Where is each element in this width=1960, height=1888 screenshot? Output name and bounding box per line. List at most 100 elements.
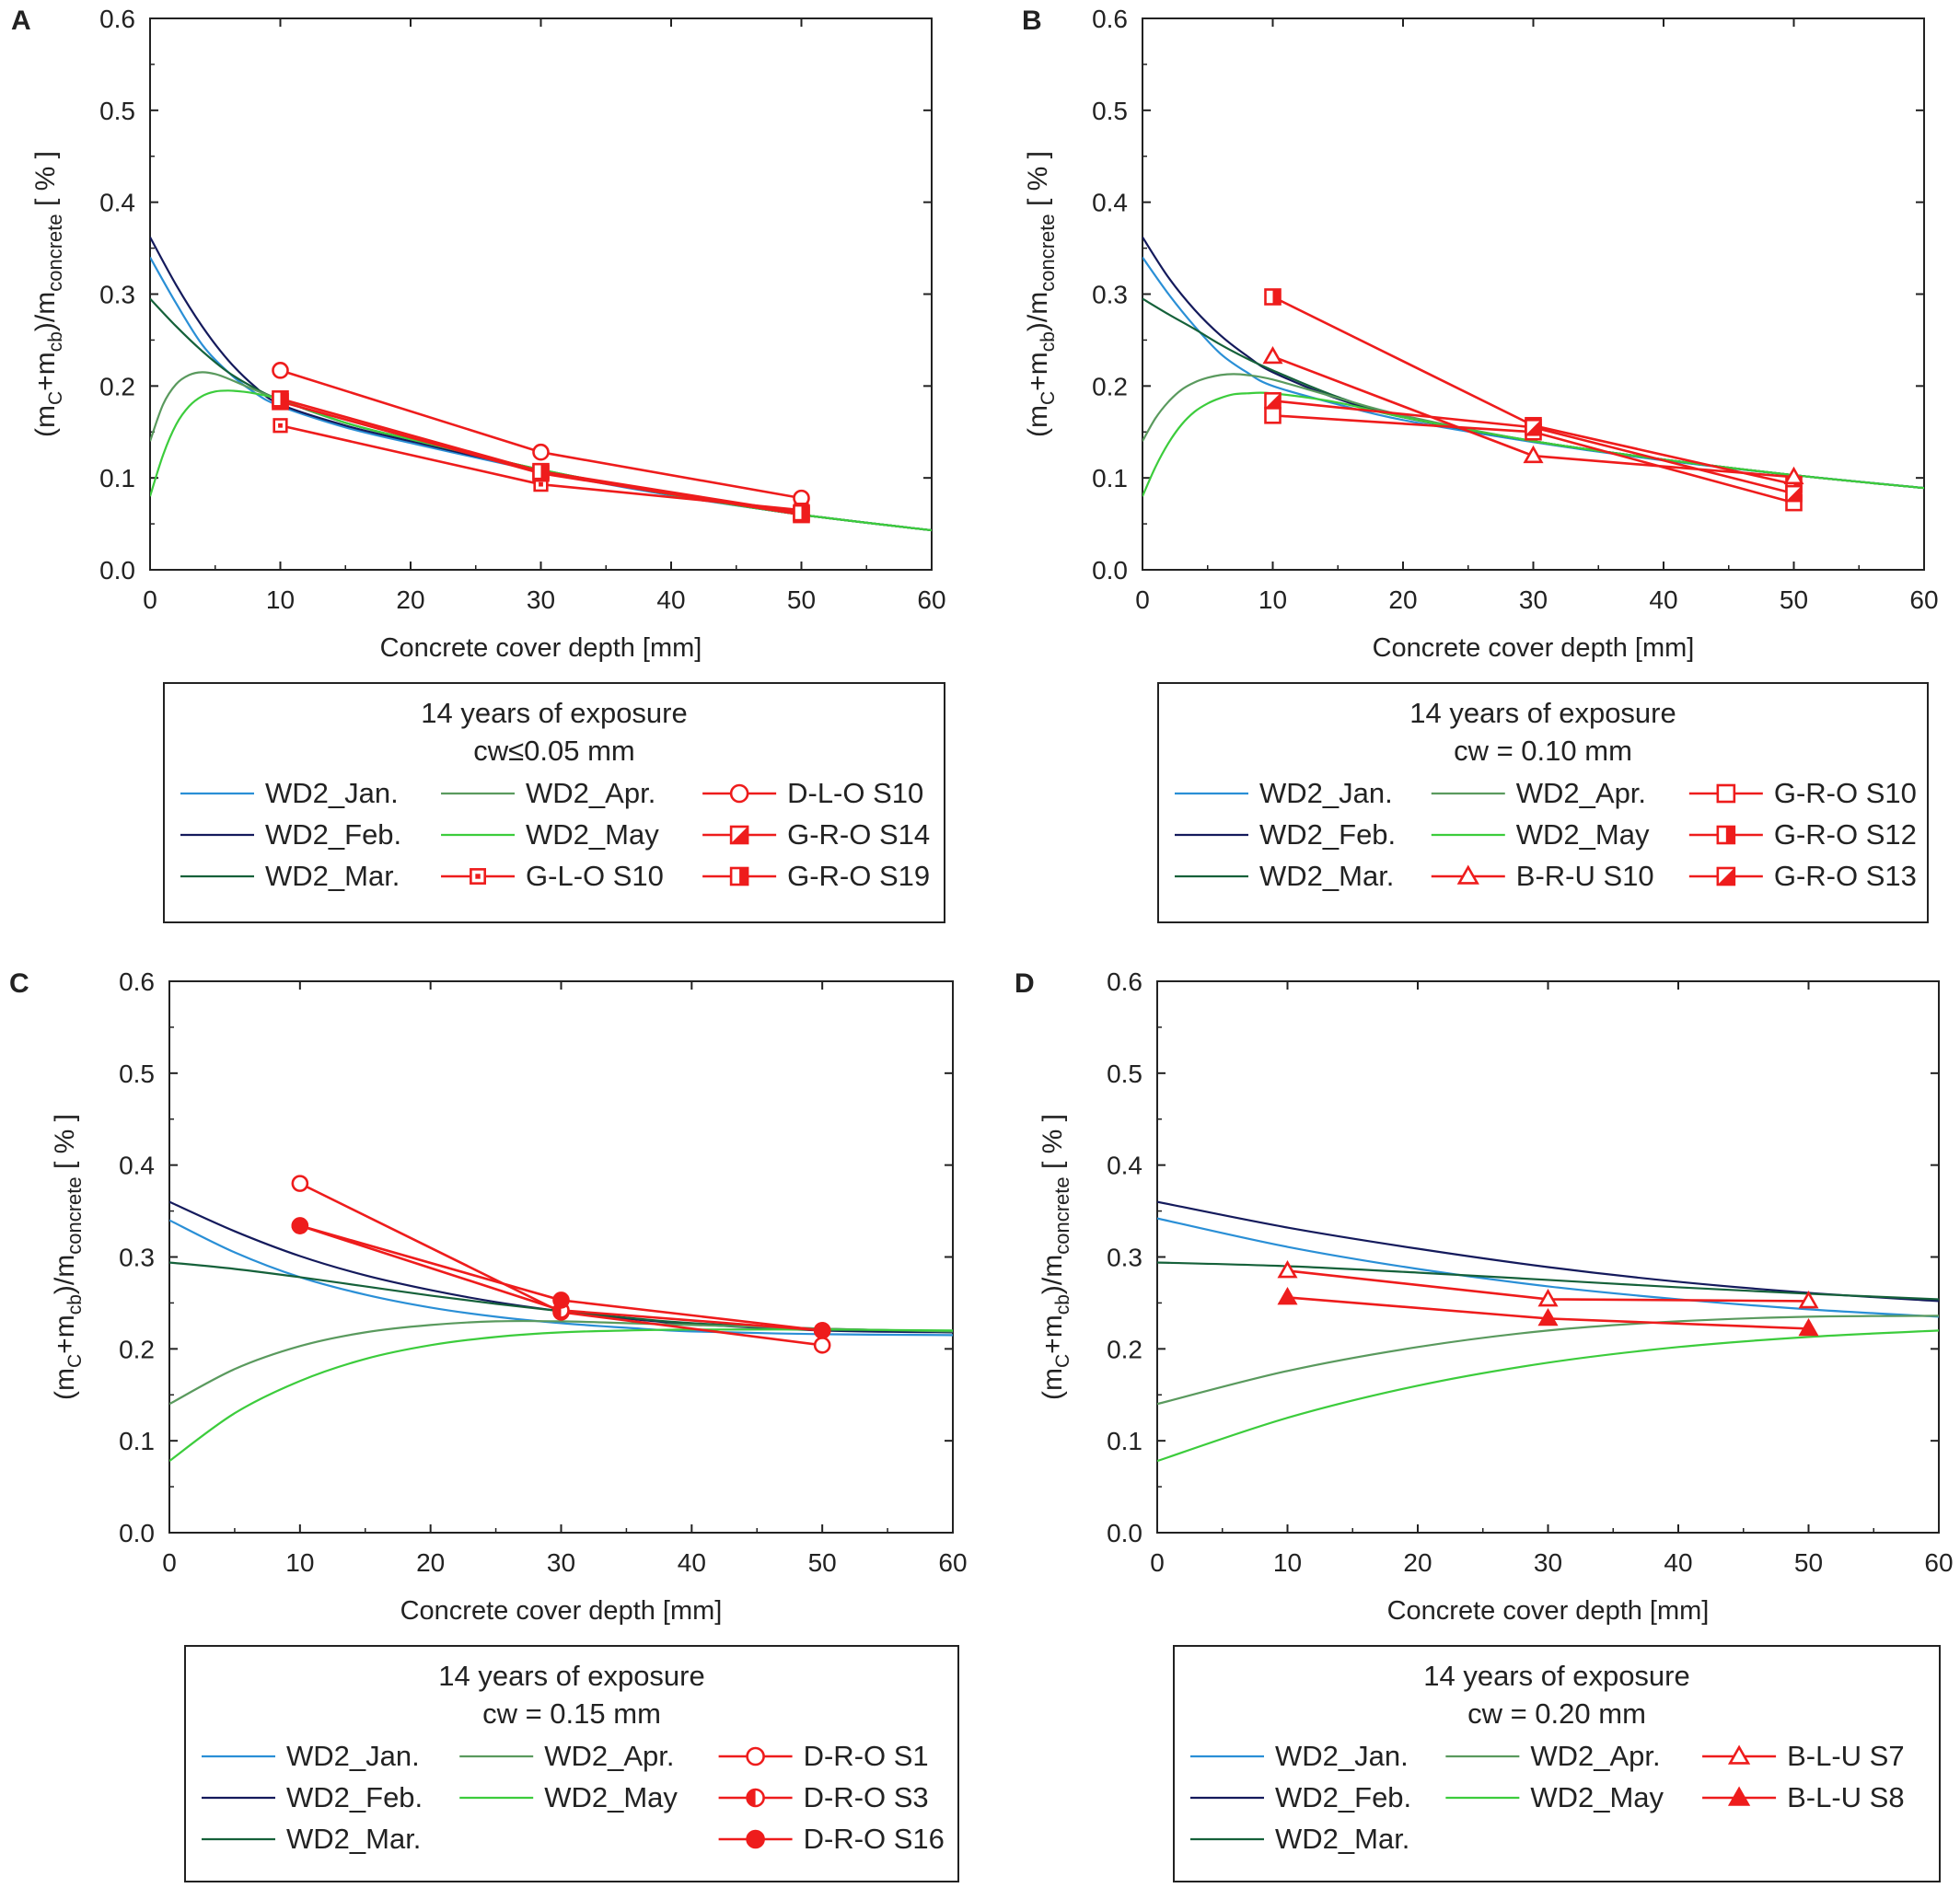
y-tick-label: 0.1: [119, 1427, 155, 1455]
curve-wd2-may: [169, 1328, 953, 1463]
data-point: [1785, 484, 1803, 503]
legend-label: WD2_Apr.: [526, 777, 655, 809]
marker-triangle-filled: [1727, 1786, 1751, 1806]
legend-label: B-L-U S7: [1787, 1740, 1904, 1772]
y-tick-label: 0.2: [119, 1335, 155, 1363]
legend-label: WD2_Mar.: [1259, 860, 1394, 892]
legend-label: WD2_Jan.: [286, 1740, 420, 1772]
y-tick-label: 0.6: [119, 967, 155, 996]
marker-circle-filled: [746, 1829, 765, 1849]
curve-wd2-mar-: [150, 297, 932, 532]
legend: 14 years of exposure cw = 0.10 mm WD2_Jan.…: [1157, 682, 1929, 923]
x-tick-label: 20: [396, 585, 424, 614]
series-d-r-o-s16: [291, 1217, 831, 1339]
x-tick-label: 30: [547, 1548, 575, 1577]
x-axis-label: Concrete cover depth [mm]: [1387, 1596, 1710, 1626]
marker-triangle-open: [1456, 864, 1479, 885]
x-tick-label: 60: [938, 1548, 967, 1577]
marker-circle-open: [746, 1746, 765, 1766]
series-b-r-u-s10: [1262, 345, 1804, 485]
marker-square-dot-center: [539, 481, 543, 487]
marker-triangle-filled: [1277, 1287, 1298, 1305]
x-tick-label: 30: [1534, 1548, 1562, 1577]
legend-item: B-R-U S10: [1431, 860, 1654, 892]
y-axis-label: (mC+mcb)/mconcrete [ % ]: [1038, 1114, 1073, 1400]
marker-triangle-open: [1727, 1744, 1751, 1765]
legend-item: WD2_Mar.: [202, 1823, 421, 1855]
legend-subtitle: cw = 0.20 mm: [1467, 1697, 1646, 1730]
legend-item: B-L-U S8: [1702, 1781, 1905, 1813]
legend: 14 years of exposure cw = 0.15 mm WD2_Jan.…: [184, 1645, 959, 1882]
marker-square-open: [1264, 406, 1282, 424]
legend-label: WD2_Apr.: [1516, 777, 1646, 809]
marker-square-diag-fill: [1525, 420, 1541, 435]
legend-item: WD2_Jan.: [1190, 1740, 1409, 1772]
marker-triangle-open: [1277, 1260, 1298, 1279]
legend-label: B-R-U S10: [1516, 860, 1654, 892]
legend-item: WD2_May: [459, 1781, 678, 1813]
data-point: [1264, 392, 1282, 410]
marker-triangle-filled: [1537, 1307, 1559, 1326]
x-tick-label: 0: [1135, 585, 1150, 614]
legend: 14 years of exposure cw = 0.20 mm WD2_Jan.…: [1173, 1645, 1941, 1882]
legend-swatch-marker: [1716, 783, 1736, 804]
marker-square-dot-center: [475, 874, 481, 879]
legend-label: WD2_May: [526, 818, 659, 851]
x-tick-label: 20: [1388, 585, 1417, 614]
data-point: [1798, 1290, 1819, 1309]
x-tick-label: 60: [917, 585, 945, 614]
legend-box: [1157, 682, 1929, 923]
data-point: [793, 504, 810, 522]
legend-label: WD2_Mar.: [1275, 1823, 1409, 1855]
legend-label: G-R-O S10: [1774, 777, 1917, 809]
legend-swatch-marker: [1727, 1786, 1751, 1806]
marker-triangle-open: [1262, 345, 1283, 365]
x-tick-label: 50: [808, 1548, 837, 1577]
marker-circle-open: [729, 783, 749, 804]
marker-square-half-fill: [801, 505, 809, 521]
legend-label: G-R-O S14: [787, 818, 930, 851]
legend-item: WD2_Jan.: [180, 777, 399, 809]
x-tick-label: 30: [1519, 585, 1548, 614]
marker-square-diag-fill: [1717, 868, 1734, 885]
legend-label: WD2_May: [544, 1781, 678, 1813]
plot-frame: [168, 980, 954, 1534]
x-tick-label: 0: [162, 1548, 177, 1577]
legend-item: G-L-O S10: [441, 860, 664, 892]
y-tick-label: 0.3: [99, 281, 135, 309]
legend-swatch-marker: [1716, 825, 1736, 845]
data-point: [272, 362, 289, 379]
legend-subtitle: cw = 0.15 mm: [482, 1697, 661, 1730]
legend-title: 14 years of exposure: [1409, 697, 1676, 729]
panel-letter: A: [11, 6, 31, 36]
legend-item: WD2_May: [1431, 818, 1650, 851]
x-tick-label: 0: [1150, 1548, 1165, 1577]
marker-circle-open: [813, 1337, 831, 1354]
legend-item: WD2_Jan.: [202, 1740, 420, 1772]
legend-item: WD2_Apr.: [441, 777, 655, 809]
data-point: [1264, 288, 1282, 306]
legend-item: WD2_Feb.: [1190, 1781, 1411, 1813]
x-axis-label: Concrete cover depth [mm]: [400, 1596, 723, 1626]
marker-triangle-filled: [1798, 1317, 1819, 1337]
legend-box: [184, 1645, 959, 1882]
legend-item: WD2_Apr.: [1445, 1740, 1661, 1772]
marker-square-half-fill: [1725, 827, 1734, 843]
legend-box: [163, 682, 945, 923]
legend-item: WD2_May: [1445, 1781, 1664, 1813]
legend-item: D-L-O S10: [702, 777, 923, 809]
marker-square-diag-fill: [731, 827, 748, 843]
y-tick-label: 0.1: [99, 464, 135, 492]
legend-swatch-marker: [1727, 1744, 1751, 1765]
curve-wd2-jan-: [169, 1219, 953, 1337]
y-tick-label: 0.1: [1092, 464, 1128, 492]
legend-label: D-R-O S16: [804, 1823, 945, 1855]
x-tick-label: 40: [1649, 585, 1677, 614]
x-tick-label: 50: [787, 585, 816, 614]
legend-item: WD2_Apr.: [1431, 777, 1646, 809]
panel-a: A 0 10 20 30 40 50 60 0.0 0.1 0.2 0.3 0.4 0.5 0.6 Concr…: [11, 5, 946, 923]
x-tick-label: 40: [656, 585, 685, 614]
y-tick-label: 0.6: [1107, 967, 1142, 996]
panel-b: B 0 10 20 30 40 50 60 0.0 0.1 0.2 0.3 0.4 0.5 0.6 Concr…: [1022, 5, 1939, 923]
series-b-l-u-s7: [1277, 1260, 1819, 1309]
